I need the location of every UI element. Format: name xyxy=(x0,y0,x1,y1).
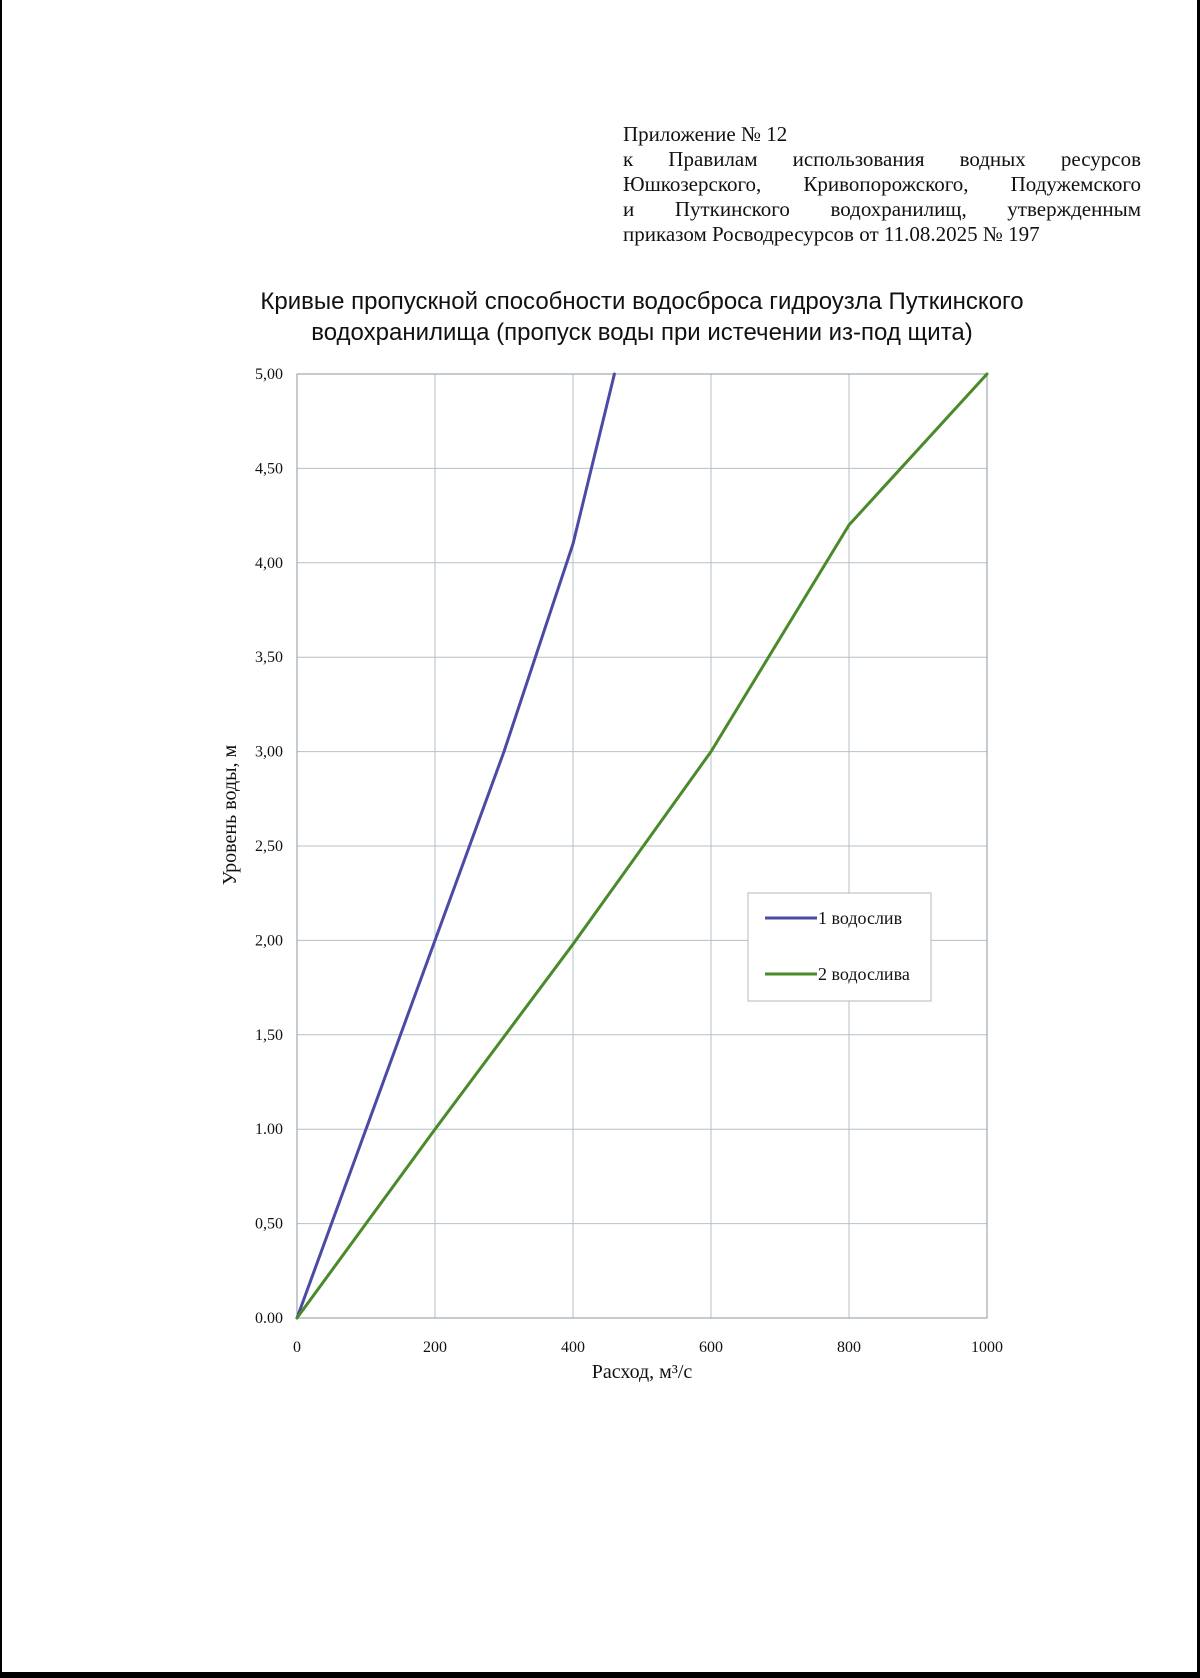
y-tick-label: 0.00 xyxy=(255,1310,283,1327)
y-tick-labels: 0.00 0,50 1.00 1,50 2,00 2,50 3,00 3,50 4,00 4,50… xyxy=(255,366,283,1327)
chart-title: Кривые пропускной способности водосброса… xyxy=(202,286,1082,348)
x-tick-label: 1000 xyxy=(971,1339,1003,1356)
legend: 1 водослив 2 водослива xyxy=(747,892,932,1002)
annex-line-3: Юшкозерского, Кривопорожского, Подужемск… xyxy=(623,172,1141,196)
legend-box xyxy=(747,892,932,1002)
series-line-2 xyxy=(295,372,989,1320)
y-tick-label: 0,50 xyxy=(255,1216,283,1233)
annex-line-5: приказом Росводресурсов от 11.08.2025 № … xyxy=(623,222,1040,246)
x-tick-label: 800 xyxy=(837,1339,861,1356)
legend-label-1: 1 водослив xyxy=(818,908,902,928)
x-axis-label: Расход, м³/с xyxy=(592,1361,693,1383)
chart-grid xyxy=(297,374,987,1318)
y-tick-label: 1.00 xyxy=(255,1121,283,1138)
y-tick-label: 2,00 xyxy=(255,932,283,949)
y-axis-label: Уровень воды, м xyxy=(219,744,241,885)
x-tick-label: 200 xyxy=(423,1339,447,1356)
annex-line-2: к Правилам использования водных ресурсов xyxy=(623,147,1141,171)
y-tick-label: 3,00 xyxy=(255,744,283,761)
annex-header: Приложение № 12 к Правилам использования… xyxy=(623,122,1141,247)
x-tick-label: 400 xyxy=(561,1339,585,1356)
y-tick-label: 1,50 xyxy=(255,1027,283,1044)
annex-line-1: Приложение № 12 xyxy=(623,122,788,146)
y-tick-label: 4,00 xyxy=(255,555,283,572)
x-tick-labels: 0 200 400 600 800 1000 xyxy=(293,1339,1003,1356)
y-tick-label: 3,50 xyxy=(255,649,283,666)
y-tick-label: 5,00 xyxy=(255,366,283,383)
series-line-1 xyxy=(295,372,616,1320)
annex-line-4: и Путкинского водохранилищ, утвержденным xyxy=(623,197,1141,221)
x-tick-label: 600 xyxy=(699,1339,723,1356)
y-tick-label: 2,50 xyxy=(255,838,283,855)
x-tick-label: 0 xyxy=(293,1339,301,1356)
series-lines xyxy=(295,372,989,1320)
y-tick-label: 4,50 xyxy=(255,460,283,477)
plot-frame xyxy=(296,373,988,1319)
legend-label-2: 2 водослива xyxy=(818,964,910,984)
chart-title-line-2: водохранилища (пропуск воды при истечени… xyxy=(311,319,973,346)
chart-title-line-1: Кривые пропускной способности водосброса… xyxy=(260,288,1024,315)
